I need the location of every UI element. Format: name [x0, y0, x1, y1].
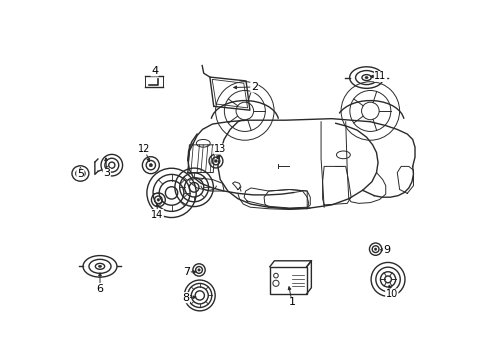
Text: 3: 3: [103, 168, 110, 179]
Ellipse shape: [365, 77, 367, 78]
Text: 11: 11: [374, 72, 386, 81]
Bar: [145, 76, 163, 87]
Text: 14: 14: [151, 210, 163, 220]
Text: 6: 6: [96, 284, 103, 293]
Text: 4: 4: [151, 66, 158, 76]
Circle shape: [214, 159, 217, 162]
Text: 5: 5: [77, 169, 84, 179]
Circle shape: [157, 198, 160, 201]
Text: 8: 8: [182, 293, 189, 303]
Circle shape: [374, 248, 376, 251]
Text: 12: 12: [138, 144, 150, 154]
Text: 10: 10: [385, 289, 397, 299]
Circle shape: [149, 163, 152, 167]
Ellipse shape: [98, 265, 102, 267]
Text: 9: 9: [383, 245, 390, 255]
Text: 13: 13: [214, 144, 226, 154]
Text: 7: 7: [183, 267, 190, 277]
Text: 1: 1: [288, 297, 295, 307]
Text: 2: 2: [250, 82, 257, 92]
Circle shape: [197, 269, 200, 271]
Bar: [269, 267, 306, 294]
